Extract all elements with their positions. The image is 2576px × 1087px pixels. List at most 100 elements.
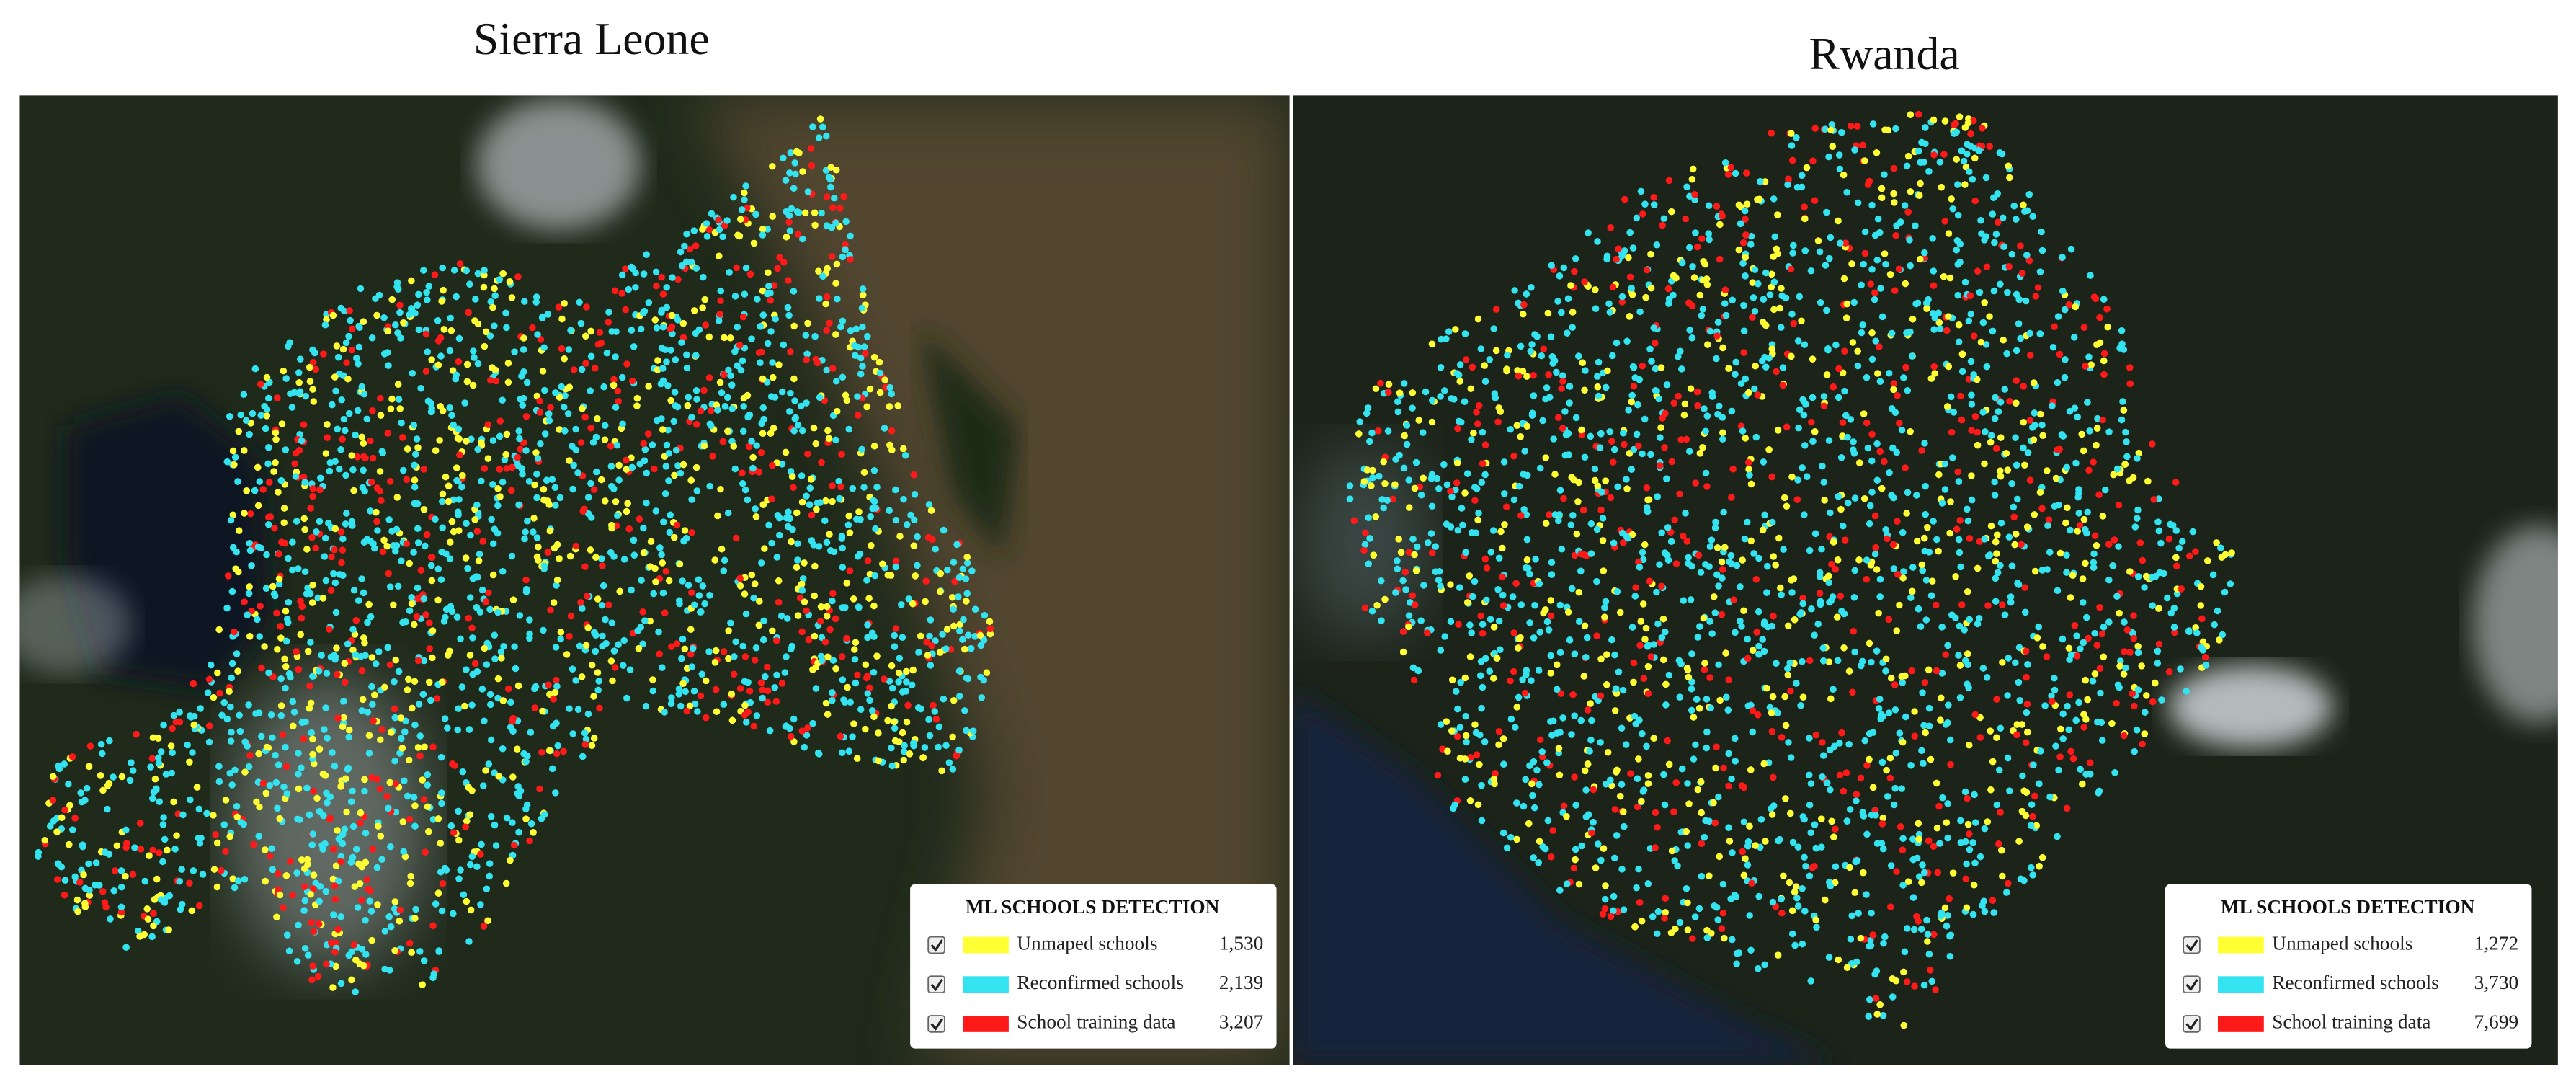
school-dot xyxy=(611,287,619,295)
school-dot xyxy=(536,409,544,416)
school-dot xyxy=(1927,375,1935,382)
school-dot xyxy=(153,875,161,883)
school-dot xyxy=(748,335,755,342)
school-dot xyxy=(884,571,892,579)
school-dot xyxy=(1839,369,1847,377)
school-dot xyxy=(2082,716,2090,723)
school-dot xyxy=(1840,275,1848,283)
school-dot xyxy=(610,485,618,492)
school-dot xyxy=(1770,553,1778,560)
school-dot xyxy=(788,473,796,480)
school-dot xyxy=(703,233,711,240)
school-dot xyxy=(829,204,837,211)
school-dot xyxy=(612,498,620,505)
school-dot xyxy=(1627,770,1634,777)
school-dot xyxy=(1599,910,1607,918)
school-dot xyxy=(358,433,366,441)
school-dot xyxy=(2074,413,2082,421)
school-dot xyxy=(1863,419,1871,427)
school-dot xyxy=(1569,324,1576,331)
school-dot xyxy=(876,369,884,377)
school-dot xyxy=(414,584,422,592)
school-dot xyxy=(1417,491,1425,499)
school-dot xyxy=(86,742,94,750)
school-dot xyxy=(1871,512,1879,520)
school-dot xyxy=(1812,916,1819,924)
school-dot xyxy=(2085,634,2092,642)
school-dot xyxy=(1478,479,1486,486)
school-dot xyxy=(1399,648,1407,656)
school-dot xyxy=(1728,936,1736,944)
school-dot xyxy=(2052,742,2059,750)
school-dot xyxy=(900,756,908,764)
school-dot xyxy=(876,389,884,396)
school-dot xyxy=(1618,781,1626,789)
school-dot xyxy=(398,745,406,752)
school-dot xyxy=(658,551,665,559)
school-dot xyxy=(1499,829,1507,837)
school-dot xyxy=(1626,229,1634,236)
school-dot xyxy=(1515,372,1523,380)
school-dot xyxy=(312,879,319,887)
school-dot xyxy=(2150,496,2158,503)
school-dot xyxy=(2026,329,2033,337)
school-dot xyxy=(1507,425,1514,433)
school-dot xyxy=(971,605,979,613)
school-dot xyxy=(1566,383,1574,390)
school-dot xyxy=(2010,202,2018,210)
school-dot xyxy=(424,803,432,811)
school-dot xyxy=(241,738,249,745)
school-dot xyxy=(1866,502,1874,510)
school-dot xyxy=(1510,496,1518,504)
school-dot xyxy=(793,509,801,517)
school-dot xyxy=(319,595,327,602)
school-dot xyxy=(1575,880,1583,888)
school-dot xyxy=(1924,523,1931,531)
school-dot xyxy=(1620,539,1627,546)
school-dot xyxy=(298,614,306,622)
school-dot xyxy=(309,346,316,354)
school-dot xyxy=(1569,511,1577,519)
school-dot xyxy=(2051,323,2058,331)
school-dot xyxy=(2012,216,2020,223)
school-dot xyxy=(601,497,609,505)
school-dot xyxy=(357,809,365,817)
school-dot xyxy=(1909,835,1917,843)
school-dot xyxy=(892,486,899,494)
school-dot xyxy=(1530,804,1538,812)
school-dot xyxy=(2098,737,2106,744)
school-dot xyxy=(2010,503,2018,511)
school-dot xyxy=(1892,749,1900,757)
school-dot xyxy=(2120,670,2128,678)
school-dot xyxy=(1456,378,1464,385)
school-dot xyxy=(371,691,378,699)
school-dot xyxy=(473,863,481,871)
school-dot xyxy=(1941,460,1949,468)
school-dot xyxy=(187,796,194,804)
school-dot xyxy=(1937,716,1944,724)
school-dot xyxy=(1475,401,1483,409)
school-dot xyxy=(1744,635,1751,643)
school-dot xyxy=(1599,515,1607,522)
school-dot xyxy=(733,264,740,272)
school-dot xyxy=(1813,923,1820,931)
school-dot xyxy=(1611,806,1619,813)
school-dot xyxy=(857,370,865,378)
school-dot xyxy=(637,325,645,333)
school-dot xyxy=(432,447,440,454)
school-dot xyxy=(2036,780,2043,788)
school-dot xyxy=(375,822,382,830)
school-dot xyxy=(442,613,449,621)
school-dot xyxy=(1548,571,1556,578)
school-dot xyxy=(41,836,49,844)
school-dot xyxy=(360,440,367,447)
school-dot xyxy=(829,597,836,605)
school-dot xyxy=(1851,648,1858,656)
school-dot xyxy=(1890,565,1898,572)
school-dot xyxy=(1830,686,1837,693)
school-dot xyxy=(2033,634,2041,642)
school-dot xyxy=(1811,631,1818,639)
school-dot xyxy=(1747,480,1755,488)
school-dot xyxy=(766,727,774,735)
school-dot xyxy=(2022,739,2030,747)
